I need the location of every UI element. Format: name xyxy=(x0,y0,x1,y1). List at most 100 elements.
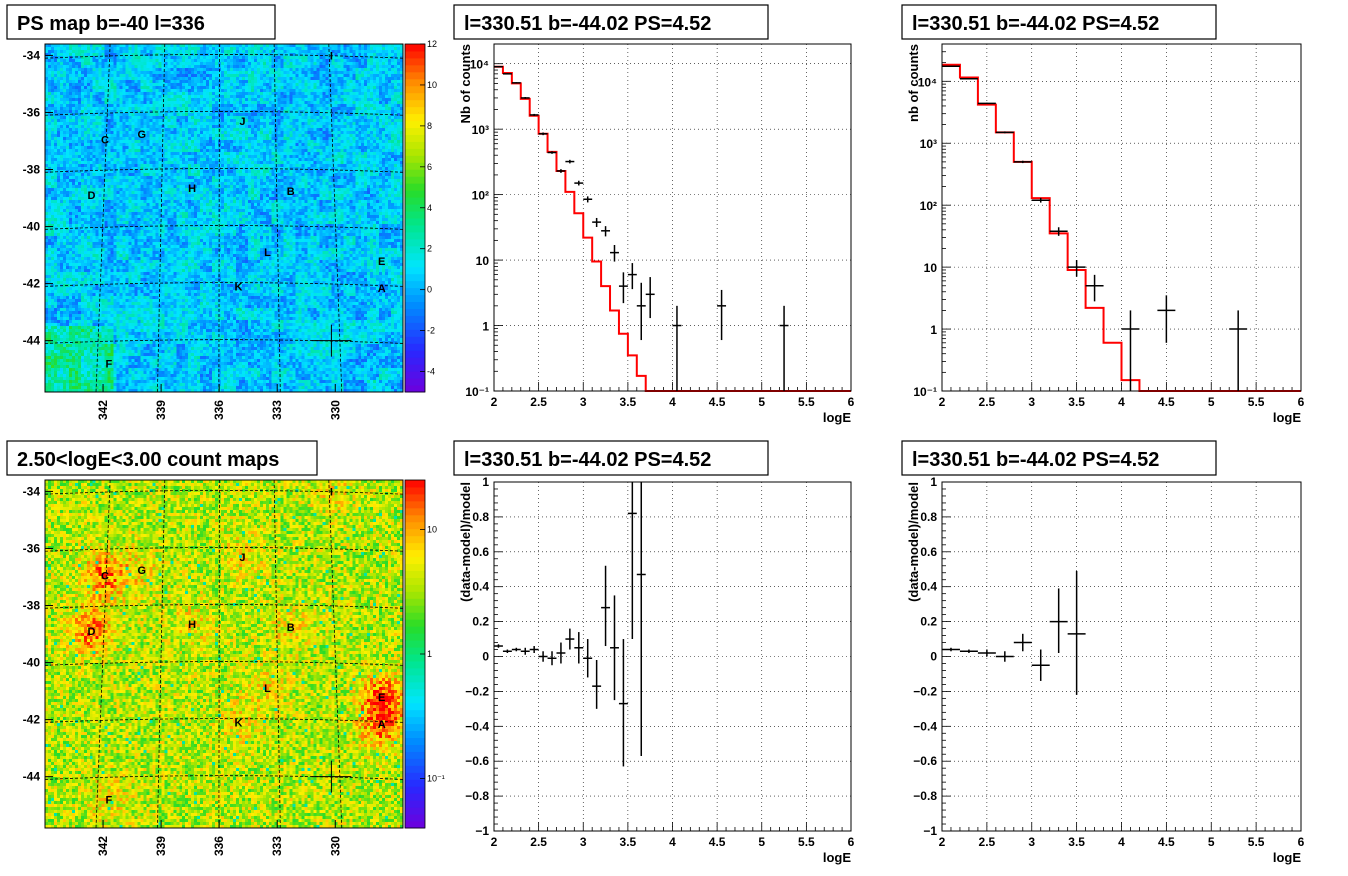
ps_map-palette-cell xyxy=(405,357,425,365)
residual_1-plot-area xyxy=(494,482,851,831)
count_map-source-label: H xyxy=(188,619,196,631)
ps_map-palette-cell xyxy=(405,231,425,240)
residual_2-ytick-label: −0.2 xyxy=(913,684,937,698)
spectrum_2-title: l=330.51 b=-44.02 PS=4.52 xyxy=(912,13,1159,35)
count_map-palette-cell xyxy=(405,584,425,592)
residual_2-ytick-label: 0.8 xyxy=(920,510,937,524)
spectrum_1-data-point xyxy=(618,272,628,304)
count_map-palette-cell xyxy=(405,549,425,558)
ps_map-palette-cell xyxy=(405,120,425,129)
residual_1-data-point xyxy=(538,651,548,662)
residual_1-data-point xyxy=(627,482,637,640)
count_map-source-label: E xyxy=(378,692,385,704)
spectrum_2-plot-area xyxy=(942,44,1301,391)
residual_2-xtick-label: 4.5 xyxy=(1158,835,1175,849)
ps_map-palette-cell xyxy=(405,238,425,247)
count_map-palette-cell xyxy=(405,730,425,739)
spectrum_1-xtick-label: 6 xyxy=(848,395,855,409)
spectrum_2-xtick-label: 3 xyxy=(1028,395,1035,409)
spectrum_1-data-point xyxy=(574,180,584,186)
count_map-palette-cell xyxy=(405,486,425,495)
spectrum_2-ytick-label: 1 xyxy=(930,323,937,337)
ps_map-palette-cell xyxy=(405,350,425,358)
residual_1-data-point xyxy=(556,642,566,664)
spectrum_2-xlabel: logE xyxy=(1273,410,1301,425)
spectrum_2-xtick-label: 5 xyxy=(1208,395,1215,409)
count_map-palette-cell xyxy=(405,654,425,662)
ps_map-ytick-label: -36 xyxy=(23,105,41,119)
count_map-source-label: J xyxy=(239,552,245,564)
ps_map-xtick-label: 333 xyxy=(270,400,284,420)
ps_map-palette-cell xyxy=(405,211,425,219)
ps_map-palette-cell xyxy=(405,64,425,73)
ps_map-ytick-label: -40 xyxy=(23,220,41,234)
ps_map-palette-cell xyxy=(405,336,425,344)
ps_map-palette-cell xyxy=(405,259,425,268)
spectrum_1-data-point xyxy=(717,289,727,341)
ps_map-palette-cell xyxy=(405,378,425,386)
count_map-palette-cell xyxy=(405,493,425,502)
residual_2-xtick-label: 5.5 xyxy=(1248,835,1265,849)
ps_map-palette-cell xyxy=(405,252,425,261)
spectrum_1-data-point xyxy=(583,196,593,203)
residual_1-ytick-label: 0.6 xyxy=(472,545,489,559)
ps_map-ytick-label: -34 xyxy=(23,48,41,62)
count_map-palette-cell xyxy=(405,779,425,787)
ps_map-ytick-label: -42 xyxy=(23,277,41,291)
count_map-palette-cell xyxy=(405,716,425,725)
count_map-ytick-label: -42 xyxy=(23,713,41,727)
ps_map-source-label: B xyxy=(287,186,295,198)
count_map-palette-cell xyxy=(405,674,425,683)
spectrum_1-data-point xyxy=(556,169,566,173)
spectrum_1-xtick-label: 5 xyxy=(758,395,765,409)
ps_map-palette-cell xyxy=(405,92,425,101)
spectrum_2-data-point xyxy=(1157,295,1176,343)
residual_1-ytick-label: −0.8 xyxy=(465,789,489,803)
count_map-palette-cell xyxy=(405,786,425,794)
count_map-palette-cell xyxy=(405,744,425,752)
count_map-palette-cell xyxy=(405,605,425,613)
spectrum_1-data-point xyxy=(645,277,655,319)
spectrum_2-xtick-label: 6 xyxy=(1298,395,1305,409)
count_map-palette-cell xyxy=(405,521,425,530)
residual_1-data-point xyxy=(520,647,530,655)
ps_map-palette-cell xyxy=(405,301,425,309)
spectrum_1-ylabel: Nb of counts xyxy=(458,44,473,123)
spectrum_1-xtick-label: 4 xyxy=(669,395,676,409)
spectrum_1-data-point xyxy=(610,244,619,262)
residual_1-title: l=330.51 b=-44.02 PS=4.52 xyxy=(464,449,711,471)
residual_1-ytick-label: 0.8 xyxy=(472,510,489,524)
residual_1-ytick-label: −0.4 xyxy=(465,719,489,733)
spectrum_2-data-point xyxy=(1049,227,1068,236)
residual_2-title-box xyxy=(901,440,1217,476)
ps_map-palette-label: -4 xyxy=(427,367,435,377)
ps_map-palette-cell xyxy=(405,44,425,52)
ps_map-xtick-label: 330 xyxy=(328,400,342,420)
spectrum_1-xtick-label: 3.5 xyxy=(620,395,637,409)
ps_map-palette-cell xyxy=(405,85,425,94)
spectrum_2-title-box xyxy=(901,4,1217,40)
ps_map-source-label: J xyxy=(239,116,245,128)
spectrum_2-xtick-label: 2.5 xyxy=(979,395,996,409)
residual_2-ytick-label: 0.6 xyxy=(920,545,937,559)
count_map-palette-cell xyxy=(405,514,425,523)
count_map-ytick-label: -36 xyxy=(23,541,41,555)
ps_map-palette-cell xyxy=(405,155,425,163)
residual_1-ytick-label: −1 xyxy=(475,824,489,838)
spectrum_1-ytick-label: 10⁴ xyxy=(470,58,489,72)
residual_2-data-point xyxy=(959,649,978,654)
count_map-palette-cell xyxy=(405,681,425,690)
spectrum_2-data-point xyxy=(1013,160,1032,164)
count_map-palette-cell xyxy=(405,695,425,704)
residual_1-xlabel: logE xyxy=(823,850,851,865)
spectrum_1-xtick-label: 5.5 xyxy=(798,395,815,409)
spectrum_1-ytick-label: 10³ xyxy=(472,123,489,137)
count_map-title: 2.50<logE<3.00 count maps xyxy=(17,449,279,471)
count_map-source-label: L xyxy=(264,683,271,695)
residual_2-xtick-label: 3.5 xyxy=(1068,835,1085,849)
ps_map-xtick-label: 342 xyxy=(96,400,110,420)
residual_2-ylabel: (data-model)/model xyxy=(906,482,921,602)
spectrum_2-ytick-label: 10² xyxy=(920,199,937,213)
ps_map-source-label: G xyxy=(137,129,146,141)
spectrum_2-xtick-label: 4.5 xyxy=(1158,395,1175,409)
